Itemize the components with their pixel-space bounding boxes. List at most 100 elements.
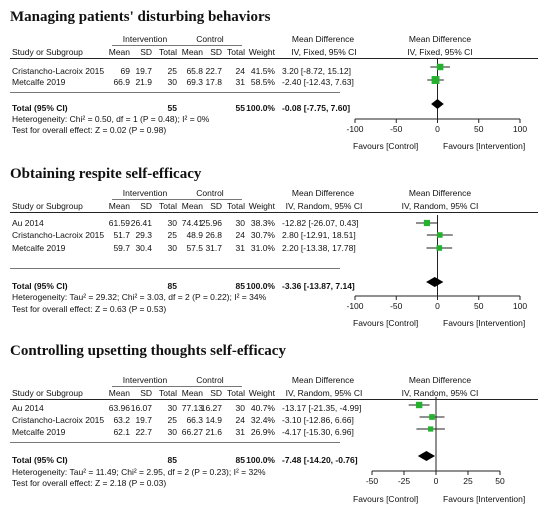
sd2: 14.9 — [205, 415, 222, 425]
mean2: 66.27 — [181, 427, 203, 437]
weight: 40.7% — [250, 403, 275, 413]
panel-title: Obtaining respite self-efficacy — [10, 166, 202, 182]
method-header-plot: IV, Fixed, 95% CI — [407, 47, 473, 57]
control-header: Control — [196, 188, 224, 198]
method-header-plot: IV, Random, 95% CI — [401, 388, 479, 398]
sd1-header: SD — [140, 47, 152, 57]
mean1: 66.9 — [113, 77, 130, 87]
mean2: 69.3 — [186, 77, 203, 87]
md-header-plot: Mean Difference — [408, 375, 472, 385]
n2: 30 — [235, 218, 245, 228]
total-n1: 85 — [167, 281, 177, 291]
weight: 31.0% — [250, 243, 275, 253]
x-tick-label: 0 — [435, 124, 440, 134]
study-effect-marker — [423, 219, 431, 227]
table-top-rule — [10, 212, 538, 213]
ci-text: -4.17 [-15.30, 6.96] — [282, 427, 354, 437]
n2: 24 — [235, 230, 245, 240]
weight: 38.3% — [250, 218, 275, 228]
forest-panel-2: Obtaining respite self-efficacy Interven… — [0, 165, 550, 335]
forest-plot: -100 -50 0 50 100 — [346, 59, 527, 134]
n1: 25 — [167, 230, 177, 240]
sd1: 19.7 — [135, 415, 152, 425]
mean1-header: Mean — [108, 47, 130, 57]
total-n2: 85 — [235, 281, 245, 291]
intervention-header: Intervention — [122, 34, 168, 44]
mean1: 63.2 — [113, 415, 130, 425]
sd1: 26.41 — [130, 218, 152, 228]
md-header-plot: Mean Difference — [408, 188, 472, 198]
sd2: 22.7 — [205, 66, 222, 76]
header-divider — [112, 45, 242, 46]
study-name: Metcalfe 2019 — [12, 427, 66, 437]
mean2-header: Mean — [181, 201, 203, 211]
total-label: Total (95% CI) — [12, 281, 68, 291]
mean1-header: Mean — [108, 201, 130, 211]
x-tick-label: -25 — [398, 476, 411, 486]
mean1: 61.59 — [108, 218, 130, 228]
sd2: 26.8 — [205, 230, 222, 240]
control-header: Control — [196, 34, 224, 44]
method-header: IV, Random, 95% CI — [285, 388, 363, 398]
forest-plot: -50 -25 0 25 50 — [366, 397, 505, 486]
n1: 25 — [167, 66, 177, 76]
study-effect-marker — [415, 401, 423, 409]
table-bottom-rule — [10, 268, 340, 269]
mean2: 66.3 — [186, 415, 203, 425]
forest-panel-3: Controlling upsetting thoughts self-effi… — [0, 335, 550, 512]
x-tick-label: 100 — [513, 124, 527, 134]
total-ci-text: -0.08 [-7.75, 7.60] — [282, 103, 351, 113]
pooled-diamond — [431, 99, 444, 109]
control-header: Control — [196, 375, 224, 385]
favours-left: Favours [Control] — [353, 318, 419, 328]
mean2-header: Mean — [181, 47, 203, 57]
n2: 31 — [235, 427, 245, 437]
x-tick-label: -50 — [366, 476, 379, 486]
favours-left: Favours [Control] — [353, 494, 419, 504]
study-name: Metcalfe 2019 — [12, 243, 66, 253]
study-effect-marker — [436, 63, 444, 71]
md-header: Mean Difference — [291, 34, 355, 44]
header-divider — [112, 386, 242, 387]
overall-effect-text: Test for overall effect: Z = 0.63 (P = 0… — [12, 304, 167, 314]
sd2: 16.27 — [200, 403, 222, 413]
favours-right: Favours [Intervention] — [443, 141, 526, 151]
overall-effect-text: Test for overall effect: Z = 2.18 (P = 0… — [12, 478, 167, 488]
x-tick-label: 50 — [495, 476, 505, 486]
study-effect-marker — [436, 245, 443, 251]
heterogeneity-text: Heterogeneity: Tau² = 11.49; Chi² = 2.95… — [12, 467, 266, 477]
mean1-header: Mean — [108, 388, 130, 398]
study-name: Au 2014 — [12, 403, 44, 413]
pooled-diamond — [417, 451, 436, 461]
total-n2: 55 — [235, 103, 245, 113]
favours-right: Favours [Intervention] — [443, 318, 526, 328]
mean1: 62.1 — [113, 427, 130, 437]
md-header-plot: Mean Difference — [408, 34, 472, 44]
total2-header: Total — [227, 201, 245, 211]
total-ci-text: -7.48 [-14.20, -0.76] — [282, 455, 358, 465]
mean1: 69 — [120, 66, 130, 76]
heterogeneity-text: Heterogeneity: Chi² = 0.50, df = 1 (P = … — [12, 114, 210, 124]
method-header: IV, Random, 95% CI — [285, 201, 363, 211]
forest-panel-1: Managing patients' disturbing behaviors … — [0, 0, 550, 165]
method-header: IV, Fixed, 95% CI — [291, 47, 357, 57]
weight: 26.9% — [250, 427, 275, 437]
x-tick-label: -100 — [346, 124, 363, 134]
total-n1: 85 — [167, 455, 177, 465]
mean1: 59.7 — [113, 243, 130, 253]
total2-header: Total — [227, 388, 245, 398]
panel-title: Controlling upsetting thoughts self-effi… — [10, 343, 286, 359]
total-label: Total (95% CI) — [12, 455, 68, 465]
ci-text: 2.80 [-12.91, 18.51] — [282, 230, 356, 240]
x-tick-label: -100 — [346, 301, 363, 311]
total-ci-text: -3.36 [-13.87, 7.14] — [282, 281, 355, 291]
mean1: 63.96 — [108, 403, 130, 413]
mean2: 48.9 — [186, 230, 203, 240]
mean1: 51.7 — [113, 230, 130, 240]
sd2-header: SD — [210, 47, 222, 57]
favours-left: Favours [Control] — [353, 141, 419, 151]
sd1-header: SD — [140, 388, 152, 398]
total-label: Total (95% CI) — [12, 103, 68, 113]
overall-effect-text: Test for overall effect: Z = 0.02 (P = 0… — [12, 125, 167, 135]
study-header: Study or Subgroup — [12, 201, 83, 211]
